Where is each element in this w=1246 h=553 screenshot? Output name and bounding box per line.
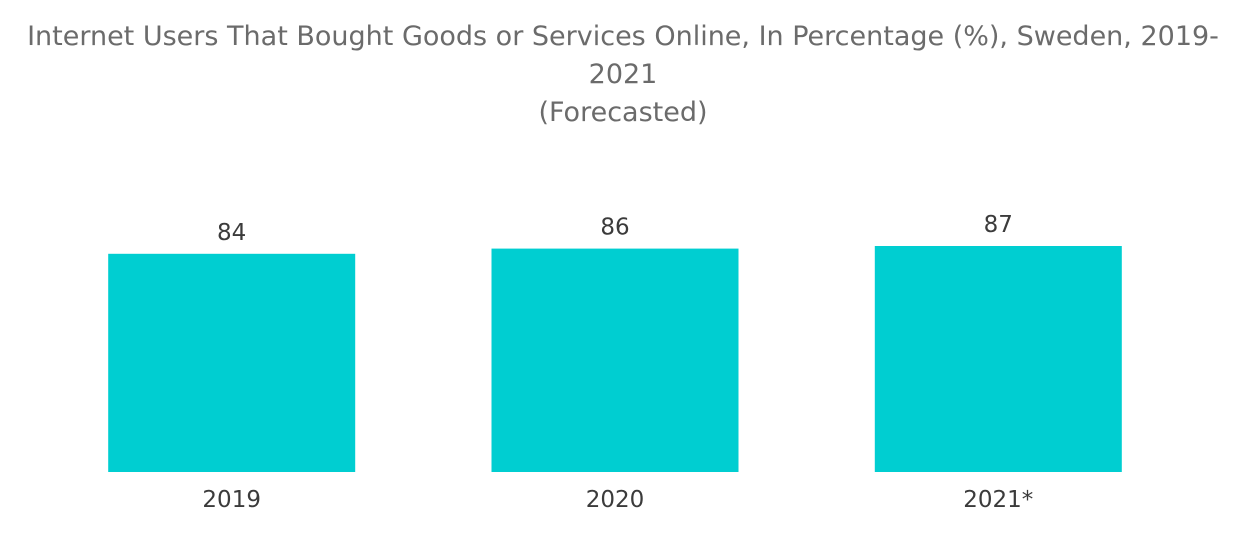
data-label-2020: 86 bbox=[600, 215, 629, 241]
x-tick-label-2021*: 2021* bbox=[963, 487, 1033, 513]
bars-layer bbox=[108, 246, 1122, 472]
bar-2021* bbox=[874, 246, 1122, 472]
bar-2020 bbox=[491, 248, 739, 472]
chart-title-line-2: (Forecasted) bbox=[538, 97, 708, 128]
bar-2019 bbox=[108, 253, 356, 472]
x-tick-label-2020: 2020 bbox=[586, 487, 645, 513]
x-tick-label-2019: 2019 bbox=[202, 487, 261, 513]
labels-layer: 84 2019 86 2020 87 2021* bbox=[202, 212, 1033, 513]
chart-title: Internet Users That Bought Goods or Serv… bbox=[0, 18, 1246, 132]
data-label-2021*: 87 bbox=[984, 212, 1013, 238]
data-label-2019: 84 bbox=[217, 220, 246, 246]
chart-title-line-1: Internet Users That Bought Goods or Serv… bbox=[27, 21, 1219, 90]
